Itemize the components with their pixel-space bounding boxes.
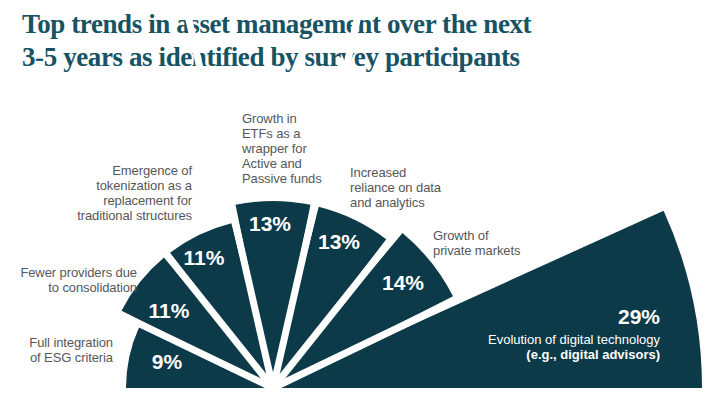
segment-label-line: tokenization as a — [77, 178, 192, 193]
segment-label-5: Growth ofprivate markets — [433, 228, 520, 258]
segment-label-line: Active and — [242, 156, 322, 171]
segment-label-line: reliance on data — [350, 180, 441, 195]
segment-label-line: ETFs as a — [242, 126, 322, 141]
segment-value-label-3: 13% — [249, 212, 291, 235]
segment-value-label-1: 11% — [149, 299, 190, 322]
segment-label-line: and analytics — [350, 195, 441, 210]
segment-value-label-6: 29% — [618, 305, 660, 328]
segment-label-line: Passive funds — [242, 171, 322, 186]
segment-label-line: of ESG criteria — [29, 350, 113, 365]
segment-label-1: Fewer providers dueto consolidation — [20, 265, 137, 295]
segment-inside-label-line-0: Evolution of digital technology — [488, 332, 661, 347]
segment-label-line: Emergence of — [77, 163, 192, 178]
segment-label-line: Fewer providers due — [20, 265, 137, 280]
segment-label-line: traditional structures — [77, 208, 192, 223]
segment-label-line: wrapper for — [242, 141, 322, 156]
segment-label-4: Increasedreliance on dataand analytics — [350, 165, 441, 210]
segment-label-line: private markets — [433, 243, 520, 258]
fan-chart: 9% 11% 11% 13% 13% 14% 29% Evolution of digital… — [0, 0, 718, 414]
segment-label-0: Full integrationof ESG criteria — [29, 335, 113, 365]
segment-inside-label-line-1: (e.g., digital advisors) — [526, 347, 660, 362]
segment-label-2: Emergence oftokenization as areplacement… — [77, 163, 192, 223]
segment-value-label-2: 11% — [184, 246, 225, 269]
segment-label-line: Increased — [350, 165, 441, 180]
segment-label-3: Growth inETFs as awrapper forActive andP… — [242, 111, 322, 186]
segment-value-label-5: 14% — [382, 271, 424, 294]
segment-label-line: Growth in — [242, 111, 322, 126]
segment-label-line: Full integration — [29, 335, 113, 350]
segment-label-line: to consolidation — [20, 280, 137, 295]
segment-value-label-4: 13% — [318, 230, 360, 253]
segment-label-line: replacement for — [77, 193, 192, 208]
segment-label-line: Growth of — [433, 228, 520, 243]
segment-value-label-0: 9% — [152, 350, 183, 373]
